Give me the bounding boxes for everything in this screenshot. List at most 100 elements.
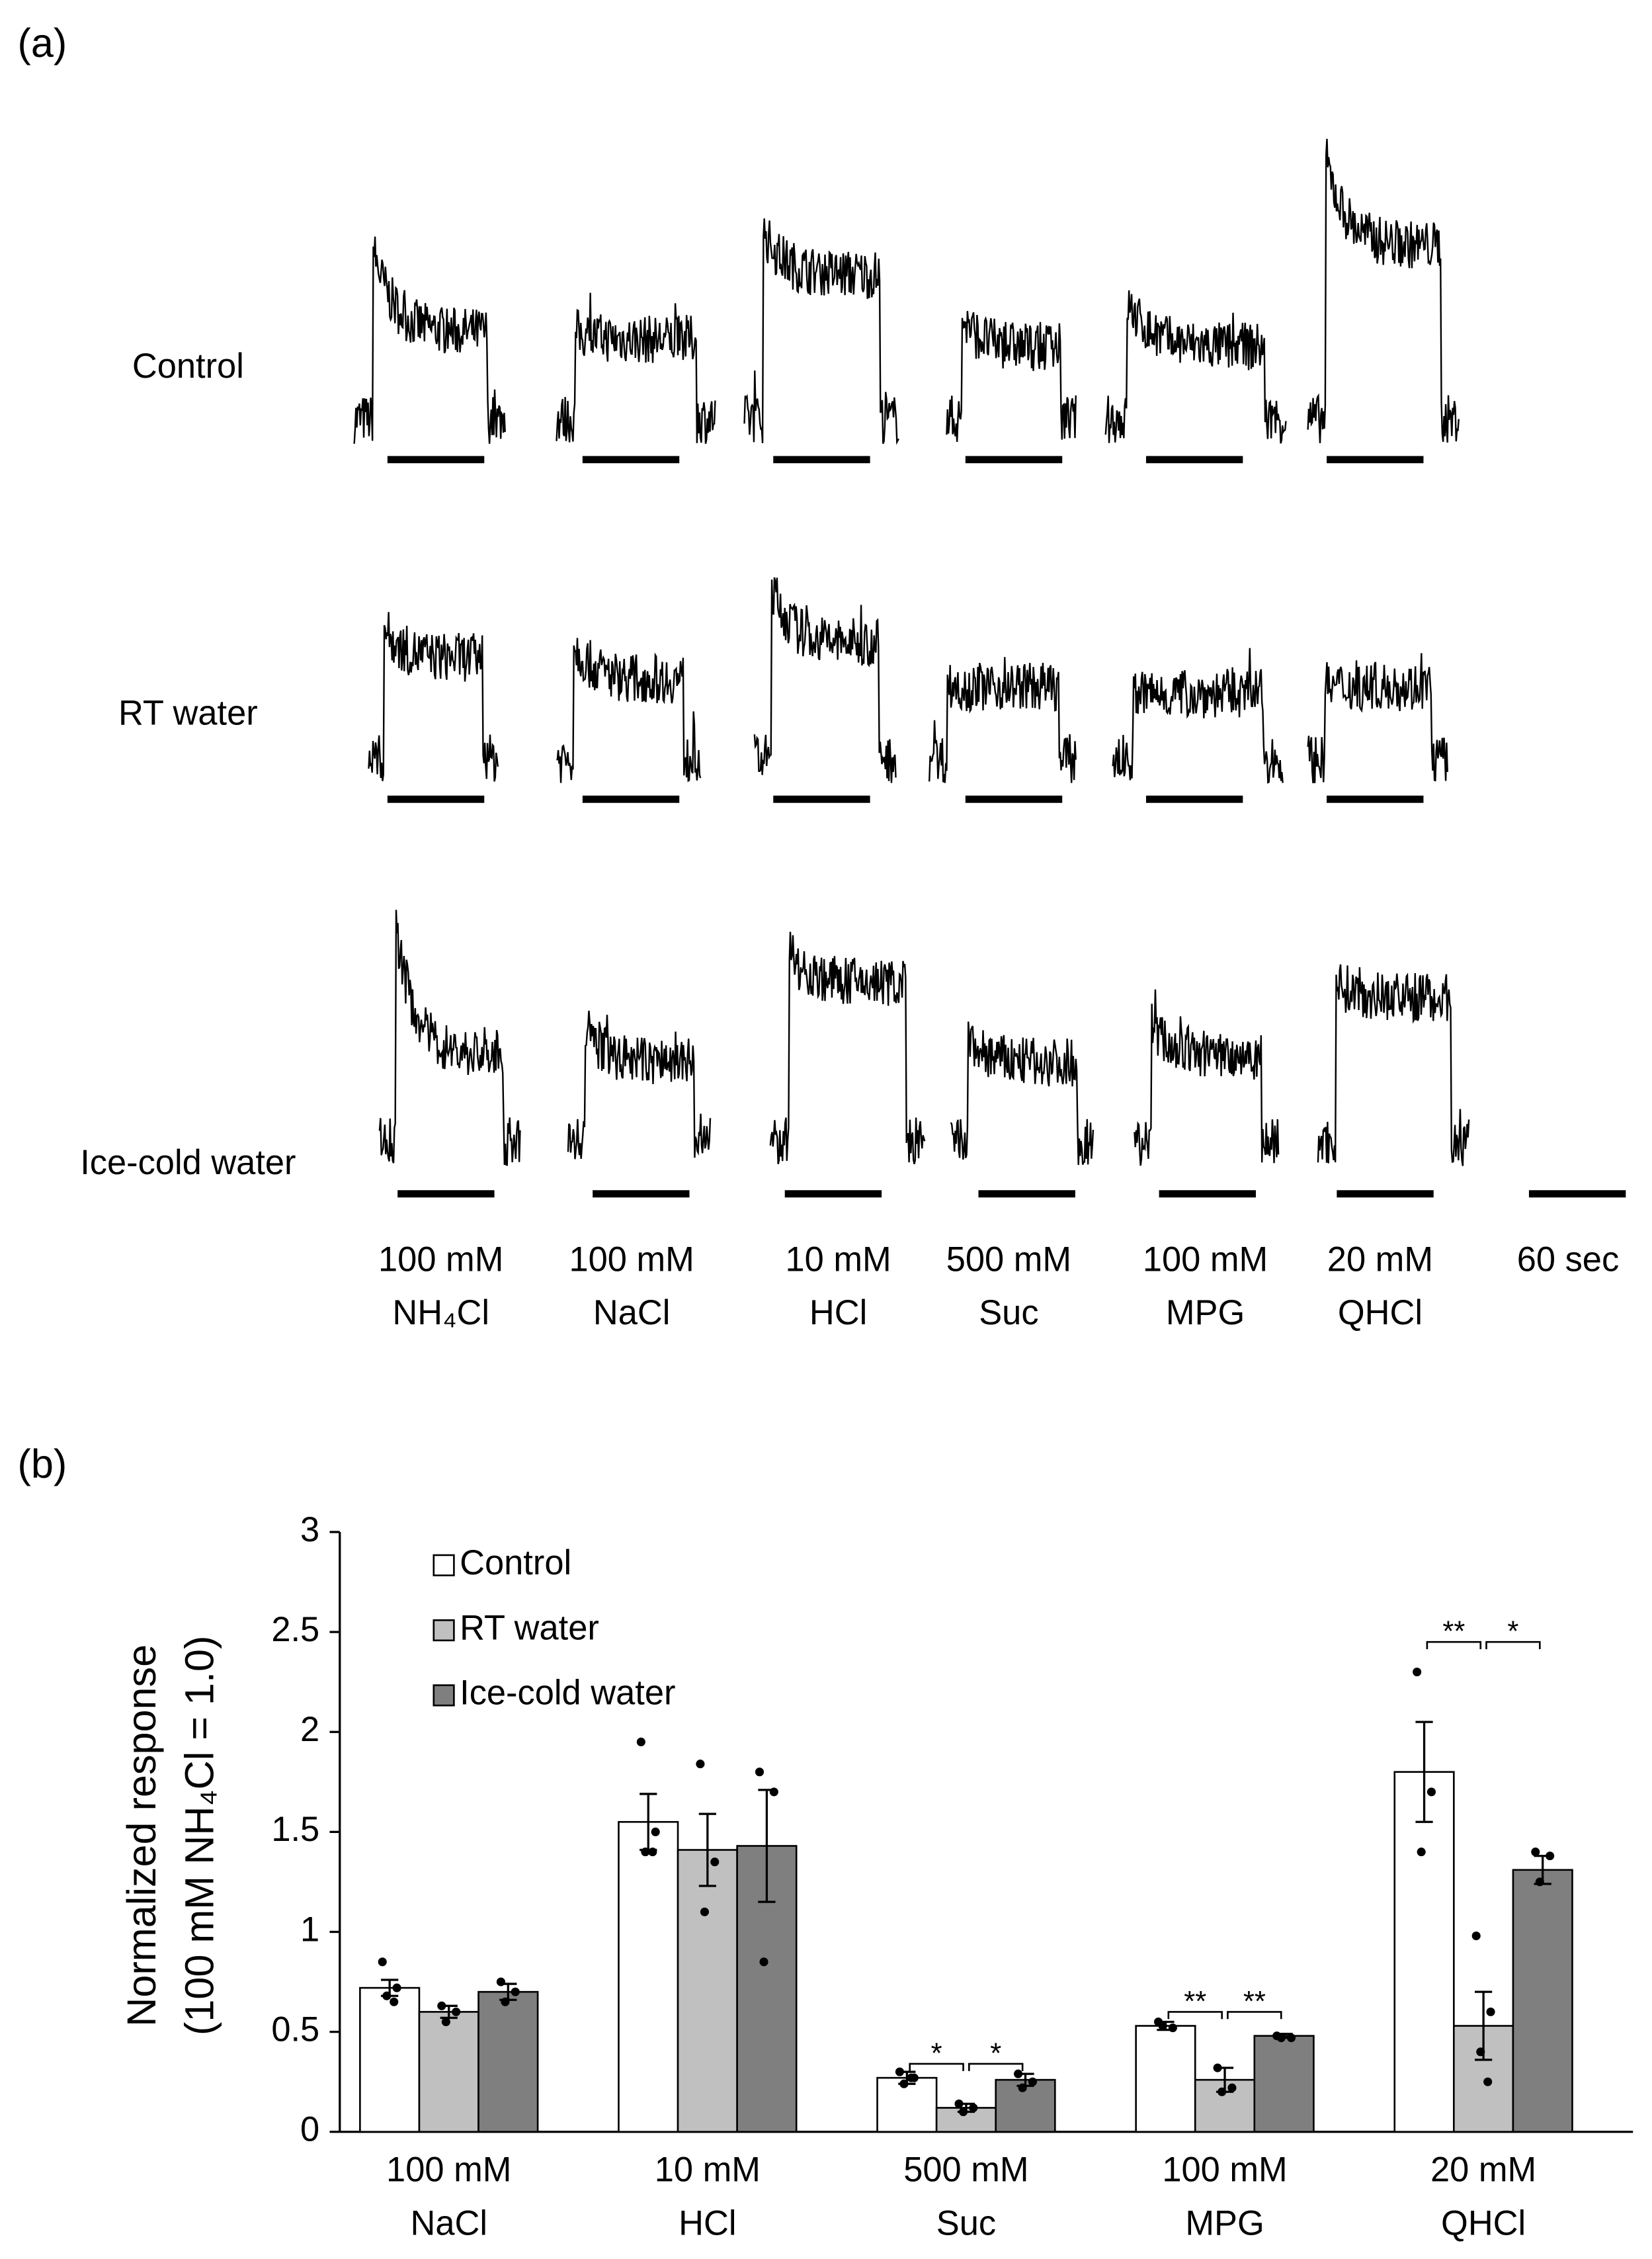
legend-label: Ice-cold water bbox=[460, 1674, 675, 1713]
data-point bbox=[441, 2017, 450, 2027]
data-point bbox=[710, 1857, 720, 1867]
data-point bbox=[759, 1957, 768, 1967]
row-label: RT water bbox=[118, 694, 258, 732]
trace bbox=[1307, 138, 1460, 443]
trace bbox=[1307, 653, 1448, 784]
trace bbox=[950, 1021, 1094, 1166]
trace bbox=[353, 236, 506, 444]
legend-label: Control bbox=[460, 1544, 571, 1582]
data-point bbox=[895, 2067, 904, 2076]
data-point bbox=[1168, 2024, 1177, 2033]
trace bbox=[378, 910, 521, 1166]
significance-bracket bbox=[1167, 2011, 1223, 2020]
data-point bbox=[1531, 1848, 1540, 1857]
trace bbox=[1104, 290, 1287, 444]
data-point bbox=[1218, 2087, 1227, 2096]
x-tick-label: 10 mM bbox=[655, 2151, 761, 2190]
bar bbox=[1253, 2035, 1315, 2133]
data-point bbox=[1417, 1848, 1426, 1857]
legend-label: RT water bbox=[460, 1609, 599, 1647]
data-point bbox=[651, 1827, 660, 1836]
x-tick-label: 100 mM bbox=[386, 2151, 511, 2190]
bar bbox=[1393, 1771, 1455, 2133]
data-point bbox=[636, 1737, 645, 1746]
significance-bracket bbox=[909, 2063, 964, 2071]
y-tick-label: 2.5 bbox=[271, 1611, 319, 1649]
x-tick-label: MPG bbox=[1185, 2205, 1264, 2243]
data-point bbox=[907, 2073, 916, 2082]
significance-label: * bbox=[931, 2037, 942, 2069]
significance-bracket bbox=[1426, 1641, 1482, 1650]
data-point bbox=[1476, 2047, 1485, 2057]
data-point bbox=[641, 1848, 650, 1857]
x-tick-label: 500 mM bbox=[903, 2151, 1028, 2190]
data-point bbox=[1546, 1852, 1555, 1861]
row-label: Control bbox=[132, 347, 244, 386]
stimulus-label: 100 mM bbox=[569, 1240, 694, 1279]
stimulus-label: 20 mM bbox=[1327, 1240, 1433, 1279]
y-tick-label: 0 bbox=[300, 2111, 319, 2149]
data-point bbox=[378, 1957, 387, 1967]
scale-label: 60 sec bbox=[1517, 1240, 1619, 1279]
error-bar bbox=[1415, 1721, 1433, 1823]
legend-swatch bbox=[433, 1684, 455, 1707]
data-point bbox=[501, 1997, 510, 2006]
x-tick-label: HCl bbox=[679, 2205, 736, 2243]
significance-label: ** bbox=[1184, 1985, 1206, 2018]
stimulus-label: Suc bbox=[979, 1294, 1038, 1332]
data-point bbox=[382, 1991, 392, 2000]
data-point bbox=[437, 2001, 446, 2010]
trace bbox=[743, 218, 899, 445]
trace bbox=[556, 292, 716, 445]
trace bbox=[567, 1010, 712, 1160]
x-tick-label: Suc bbox=[936, 2205, 996, 2243]
data-point bbox=[969, 2103, 978, 2113]
trace bbox=[753, 577, 897, 783]
data-point bbox=[648, 1848, 657, 1857]
x-tick-label: 20 mM bbox=[1430, 2151, 1536, 2190]
y-tick-label: 3 bbox=[300, 1511, 319, 1549]
x-tick-label: NaCl bbox=[410, 2205, 487, 2243]
stimulus-label: 100 mM bbox=[378, 1240, 503, 1279]
trace bbox=[556, 638, 702, 783]
panel-label: (b) bbox=[18, 1441, 67, 1486]
significance-label: ** bbox=[1442, 1615, 1465, 1648]
data-point bbox=[696, 1760, 705, 1769]
data-point bbox=[392, 1983, 401, 1992]
trace bbox=[368, 612, 499, 782]
y-tick-label: 2 bbox=[300, 1711, 319, 1749]
data-point bbox=[769, 1787, 778, 1797]
stimulus-label: MPG bbox=[1166, 1294, 1245, 1332]
x-tick-label: 100 mM bbox=[1162, 2151, 1287, 2190]
significance-label: * bbox=[1507, 1615, 1518, 1648]
stimulus-label: QHCl bbox=[1338, 1294, 1423, 1332]
y-tick-label: 1.5 bbox=[271, 1811, 319, 1849]
bar bbox=[359, 1986, 421, 2133]
error-bar bbox=[698, 1812, 716, 1887]
bar bbox=[1512, 1869, 1573, 2133]
data-point bbox=[1471, 1931, 1481, 1941]
stimulus-label: 100 mM bbox=[1143, 1240, 1268, 1279]
data-point bbox=[1018, 2083, 1027, 2092]
bar bbox=[477, 1990, 539, 2133]
bar bbox=[618, 1820, 679, 2133]
legend-swatch bbox=[433, 1619, 455, 1642]
stimulus-label: NaCl bbox=[593, 1294, 671, 1332]
trace bbox=[1134, 989, 1280, 1166]
data-point bbox=[700, 1907, 710, 1916]
data-point bbox=[1286, 2033, 1296, 2043]
stimulus-label: NH₄Cl bbox=[392, 1294, 489, 1332]
data-point bbox=[1486, 2007, 1495, 2016]
y-axis-label: Normalized response bbox=[119, 1644, 164, 2027]
data-point bbox=[755, 1768, 764, 1777]
y-tick-label: 1 bbox=[300, 1910, 319, 1949]
trace bbox=[1112, 648, 1284, 784]
stimulus-label: 10 mM bbox=[785, 1240, 891, 1279]
y-axis-label: (100 mM NH₄Cl = 1.0) bbox=[177, 1636, 222, 2035]
data-point bbox=[511, 1987, 520, 1996]
data-point bbox=[1213, 2063, 1222, 2072]
trace bbox=[769, 931, 926, 1164]
legend-swatch bbox=[433, 1554, 455, 1576]
data-point bbox=[899, 2079, 909, 2088]
